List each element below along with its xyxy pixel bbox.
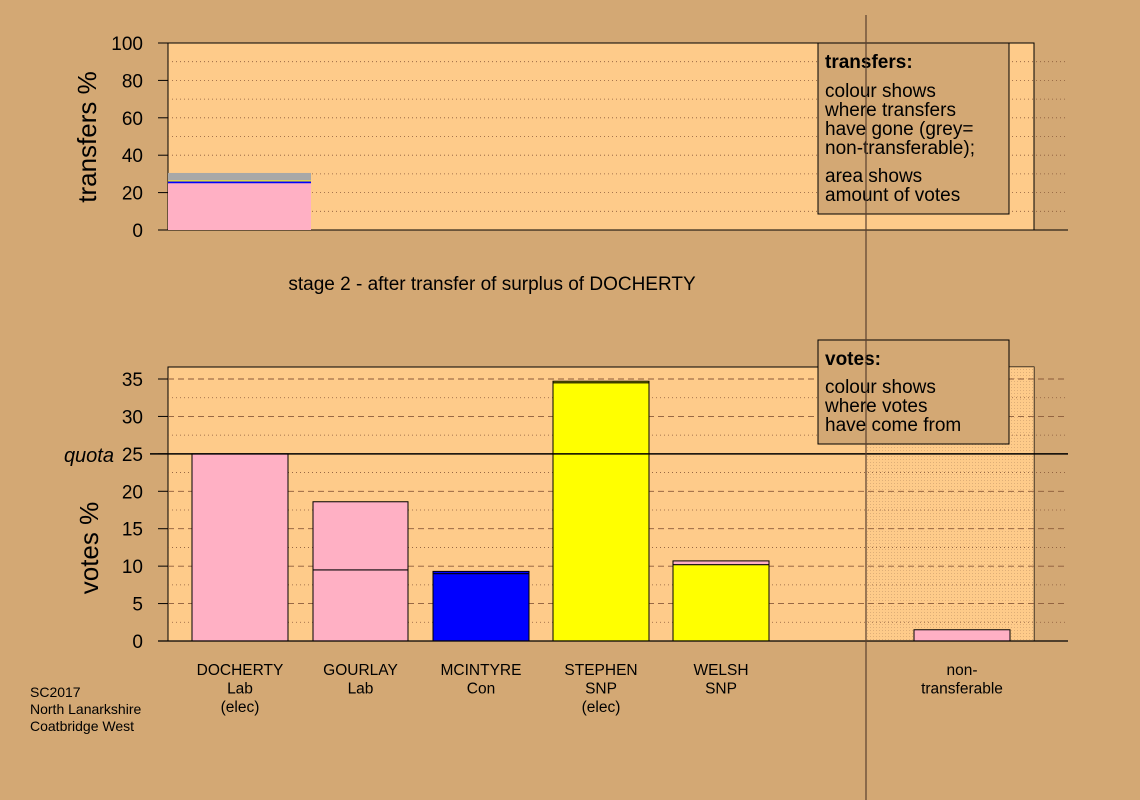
footer-line: Coatbridge West [30,718,134,734]
votes-legend-title: votes: [825,349,881,370]
votes-legend-box [817,339,1010,445]
candidate-label: SNP [705,681,737,698]
y-tick-label: 35 [122,370,143,391]
vote-segment [432,570,530,575]
votes-legend-line: colour shows [825,377,936,398]
bottom-y-axis-label: votes % [74,502,104,595]
transfers-legend-line: non-transferable); [825,138,975,159]
candidate-label: Con [467,681,495,698]
vote-segment [191,453,289,642]
candidate-label: SNP [585,681,617,698]
y-tick-label: 80 [122,71,143,92]
candidate-label: DOCHERTY [197,662,284,679]
y-tick-label: 25 [122,445,143,466]
footer: SC2017 North Lanarkshire Coatbridge West [30,684,141,734]
votes-legend: votes: colour shows where votes have com… [817,339,1010,445]
quota-label: quota [64,445,114,467]
vote-segment [432,573,530,642]
transfer-segment [168,183,311,230]
stage-caption: stage 2 - after transfer of surplus of D… [288,274,696,295]
candidate-label: (elec) [221,699,260,716]
top-bars [168,172,311,230]
candidate-label: Lab [227,681,253,698]
candidate-label: MCINTYRE [441,662,522,679]
candidate-label: transferable [921,681,1003,698]
vote-segment [552,380,650,384]
candidate-label: Lab [348,681,374,698]
transfers-legend-line: have gone (grey= [825,119,973,140]
top-panel: 0 20 40 60 80 100 transfers % transfers: colo… [72,34,1068,242]
vote-segment [913,629,1011,642]
transfers-legend-line: colour shows [825,81,936,102]
y-tick-label: 60 [122,109,143,130]
transfers-legend-line: where transfers [824,100,956,121]
top-y-ticks: 0 20 40 60 80 100 [111,34,168,242]
candidate-label: STEPHEN [564,662,637,679]
votes-legend-line: where votes [824,396,927,417]
candidate-label: non- [946,662,977,679]
footer-line: SC2017 [30,684,81,700]
vote-segment [312,501,409,571]
y-tick-label: 0 [132,221,143,242]
candidate-label: WELSH [693,662,748,679]
y-tick-label: 100 [111,34,143,55]
vote-segment [672,560,770,566]
y-tick-label: 20 [122,184,143,205]
vote-segment [552,382,650,642]
y-tick-label: 0 [132,632,143,653]
y-tick-label: 30 [122,407,143,428]
top-y-axis-label: transfers % [72,71,102,203]
candidate-label: (elec) [582,699,621,716]
vote-segment [672,564,770,642]
transfer-segment [168,181,311,184]
transfer-segment [168,172,311,181]
vote-segment [312,569,409,642]
bottom-bars [150,380,1068,642]
candidate-label: GOURLAY [323,662,398,679]
transfer-segment [168,180,311,182]
y-tick-label: 40 [122,146,143,167]
transfers-legend-box [817,42,1010,215]
y-tick-label: 5 [132,595,143,616]
transfers-legend-title: transfers: [825,52,913,73]
footer-line: North Lanarkshire [30,701,141,717]
transfers-legend: transfers: colour shows where transfers … [817,42,1010,215]
y-tick-label: 10 [122,557,143,578]
y-tick-label: 20 [122,482,143,503]
y-tick-label: 15 [122,520,143,541]
votes-legend-line: have come from [825,415,961,436]
candidate-labels: DOCHERTYLab(elec)GOURLAYLabMCINTYREConST… [197,662,1003,716]
transfers-legend-line: area shows [825,166,922,187]
transfers-legend-line: amount of votes [825,185,960,206]
bottom-y-ticks: 0 5 10 15 20 25 30 35 [122,370,168,653]
